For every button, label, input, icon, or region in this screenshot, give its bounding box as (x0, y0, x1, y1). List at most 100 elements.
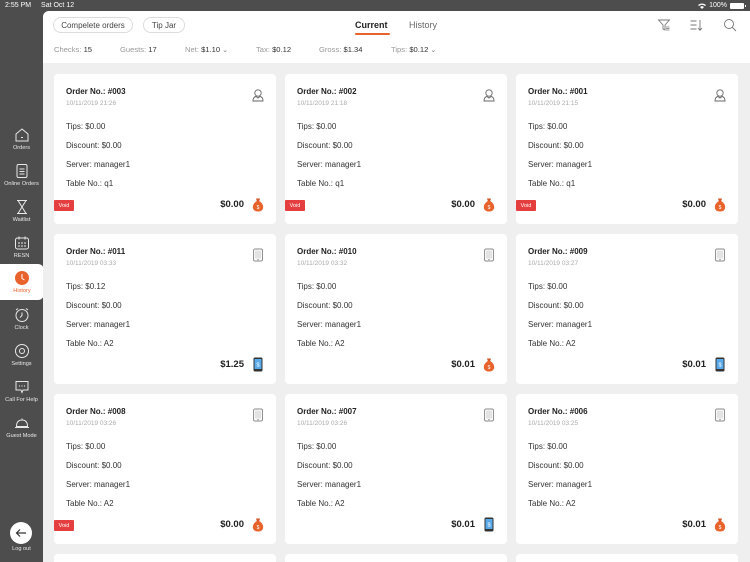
svg-text:$: $ (719, 525, 722, 531)
sidebar-item-guest-mode[interactable]: Guest Mode (0, 409, 43, 445)
sidebar-item-clock[interactable]: Clock (0, 301, 43, 337)
sidebar-item-history[interactable]: History (0, 264, 44, 300)
order-total: $0.00 (220, 519, 244, 530)
sidebar-item-label: Settings (11, 361, 32, 367)
order-number: Order No.: #003 (66, 87, 126, 96)
sidebar-item-call-for-help[interactable]: Call For Help (0, 373, 43, 409)
sidebar: Orders Online Orders Waitlist RESN Histo… (0, 11, 44, 562)
stat-net-dropdown[interactable]: Net: $1.10 ⌄ (185, 45, 228, 54)
tab-current[interactable]: Current (355, 20, 388, 30)
main-content: Compelete orders Tip Jar Current History… (43, 11, 750, 562)
order-card[interactable]: Order No.: #006 10/11/2019 03:25 Tips: $… (516, 394, 738, 544)
order-number: Order No.: #009 (528, 247, 588, 256)
order-card[interactable]: Order No.: #011 10/11/2019 03:33 Tips: $… (54, 234, 276, 384)
search-icon[interactable] (723, 18, 737, 32)
filter-icon[interactable] (657, 18, 671, 32)
order-date: 10/11/2019 03:27 (528, 260, 579, 267)
cloche-icon (14, 418, 29, 428)
tablet-icon (251, 408, 265, 422)
order-tips: Tips: $0.00 (297, 122, 337, 131)
order-table: Table No.: A2 (528, 339, 576, 348)
order-table: Table No.: A2 (297, 339, 345, 348)
order-total: $1.25 (220, 359, 244, 370)
svg-text:$: $ (256, 363, 259, 369)
chat-icon (15, 381, 28, 394)
order-date: 10/11/2019 21:15 (528, 100, 579, 107)
sidebar-item-online-orders[interactable]: Online Orders (0, 157, 43, 193)
order-tips: Tips: $0.00 (528, 282, 568, 291)
order-date: 10/11/2019 03:26 (297, 420, 348, 427)
order-total: $0.00 (682, 199, 706, 210)
sidebar-item-label: History (13, 288, 31, 294)
void-badge: Void (285, 200, 305, 211)
order-total: $0.01 (451, 519, 475, 530)
sidebar-item-resn[interactable]: RESN (0, 229, 43, 265)
order-server: Server: manager1 (66, 320, 131, 329)
sidebar-item-label: Orders (12, 145, 31, 151)
cash-bag-icon: $ (482, 197, 496, 212)
svg-text:$: $ (257, 525, 260, 531)
battery-icon (730, 2, 746, 9)
sort-icon[interactable] (689, 18, 703, 32)
tab-history[interactable]: History (409, 20, 438, 30)
order-table: Table No.: A2 (66, 499, 114, 508)
battery-percent: 100% (709, 2, 727, 9)
filter-complete-orders[interactable]: Compelete orders (53, 17, 133, 33)
order-card[interactable]: Order No.: #010 10/11/2019 03:32 Tips: $… (285, 234, 507, 384)
order-discount: Discount: $0.00 (297, 301, 353, 310)
active-tab-indicator (355, 33, 390, 35)
sidebar-item-orders[interactable]: Orders (0, 121, 43, 157)
svg-text:$: $ (257, 205, 260, 211)
order-server: Server: manager1 (297, 480, 362, 489)
settings-icon (14, 344, 29, 358)
sidebar-item-label: Guest Mode (6, 433, 37, 439)
order-number: Order No.: #010 (297, 247, 357, 256)
order-server: Server: manager1 (297, 160, 362, 169)
order-card-partial[interactable] (285, 554, 507, 562)
order-server: Server: manager1 (66, 160, 131, 169)
order-card[interactable]: Order No.: #008 10/11/2019 03:26 Tips: $… (54, 394, 276, 544)
stat-guests: Guests: 17 (120, 45, 157, 54)
cash-bag-icon: $ (713, 517, 727, 532)
cash-bag-icon: $ (713, 197, 727, 212)
order-discount: Discount: $0.00 (528, 141, 584, 150)
wifi-icon (698, 3, 707, 9)
order-card-partial[interactable] (516, 554, 738, 562)
hourglass-icon (16, 200, 27, 214)
order-table: Table No.: q1 (297, 179, 345, 188)
cash-bag-icon: $ (251, 517, 265, 532)
svg-text:$: $ (487, 523, 490, 529)
logout-button[interactable] (10, 522, 32, 544)
order-date: 10/11/2019 03:33 (66, 260, 117, 267)
order-total: $0.01 (451, 359, 475, 370)
order-discount: Discount: $0.00 (66, 301, 122, 310)
order-tips: Tips: $0.00 (66, 442, 106, 451)
sidebar-item-settings[interactable]: Settings (0, 337, 43, 373)
order-card-partial[interactable] (54, 554, 276, 562)
order-card[interactable]: Order No.: #002 10/11/2019 21:18 Tips: $… (285, 74, 507, 224)
order-server: Server: manager1 (528, 160, 593, 169)
order-number: Order No.: #011 (66, 247, 126, 256)
order-card[interactable]: Order No.: #007 10/11/2019 03:26 Tips: $… (285, 394, 507, 544)
order-tips: Tips: $0.00 (297, 282, 337, 291)
order-number: Order No.: #006 (528, 407, 588, 416)
order-number: Order No.: #007 (297, 407, 357, 416)
order-card[interactable]: Order No.: #009 10/11/2019 03:27 Tips: $… (516, 234, 738, 384)
sidebar-item-label: Online Orders (4, 181, 39, 187)
tablet-icon (251, 248, 265, 262)
order-discount: Discount: $0.00 (528, 301, 584, 310)
order-number: Order No.: #002 (297, 87, 357, 96)
filter-tip-jar[interactable]: Tip Jar (143, 17, 185, 33)
logout-label: Log out (12, 546, 31, 552)
sidebar-item-waitlist[interactable]: Waitlist (0, 193, 43, 229)
stat-tips-dropdown[interactable]: Tips: $0.12 ⌄ (391, 45, 437, 54)
stat-checks: Checks: 15 (54, 45, 93, 54)
order-card[interactable]: Order No.: #003 10/11/2019 21:26 Tips: $… (54, 74, 276, 224)
order-tips: Tips: $0.00 (297, 442, 337, 451)
sidebar-item-label: RESN (13, 253, 30, 259)
order-total: $0.00 (220, 199, 244, 210)
person-icon (482, 88, 496, 102)
order-card[interactable]: Order No.: #001 10/11/2019 21:15 Tips: $… (516, 74, 738, 224)
order-date: 10/11/2019 21:18 (297, 100, 348, 107)
order-number: Order No.: #001 (528, 87, 588, 96)
